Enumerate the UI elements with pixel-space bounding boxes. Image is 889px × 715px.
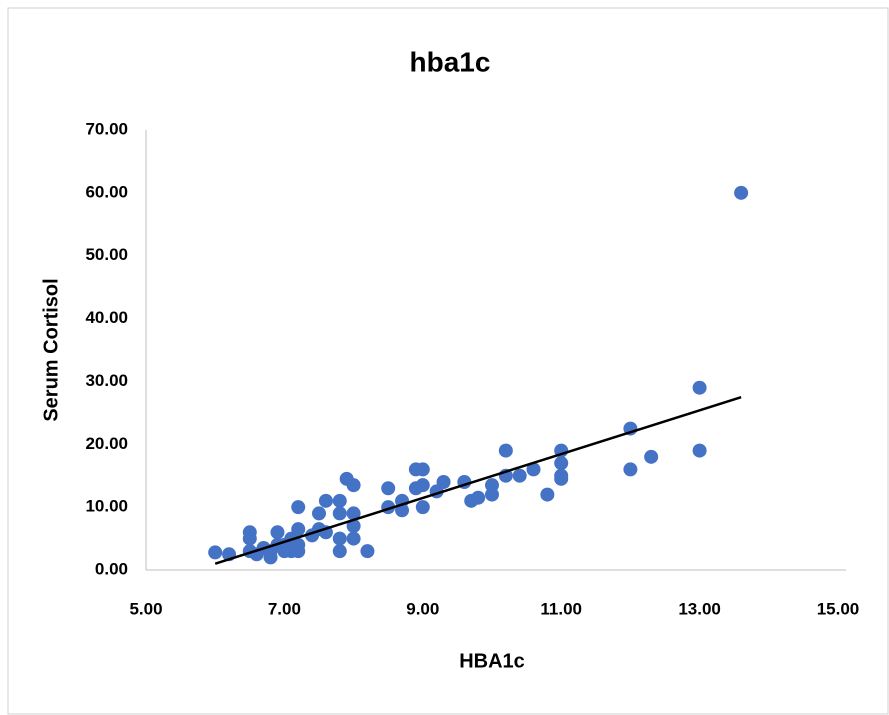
scatter-point bbox=[512, 468, 527, 483]
y-tick-label: 10.00 bbox=[85, 497, 128, 516]
scatter-point bbox=[471, 490, 486, 505]
scatter-point bbox=[692, 380, 707, 395]
chart-title: hba1c bbox=[410, 46, 491, 77]
scatter-point bbox=[346, 519, 361, 533]
scatter-point bbox=[692, 443, 707, 458]
x-tick-label: 7.00 bbox=[268, 599, 301, 618]
scatter-point bbox=[554, 456, 569, 471]
scatter-point bbox=[734, 185, 749, 200]
scatter-point bbox=[291, 544, 306, 559]
scatter-point bbox=[540, 487, 555, 502]
scatter-point bbox=[415, 500, 430, 515]
y-tick-label: 50.00 bbox=[85, 245, 128, 264]
scatter-point bbox=[346, 531, 361, 546]
scatter-point bbox=[360, 544, 375, 559]
scatter-point bbox=[291, 522, 306, 537]
scatter-point bbox=[381, 481, 396, 496]
x-tick-label: 13.00 bbox=[678, 599, 721, 618]
scatter-point bbox=[415, 462, 430, 477]
y-tick-label: 30.00 bbox=[85, 371, 128, 390]
y-axis-label: Serum Cortisol bbox=[40, 278, 62, 421]
scatter-point bbox=[291, 500, 306, 515]
scatter-point bbox=[498, 443, 513, 458]
y-tick-label: 60.00 bbox=[85, 182, 128, 201]
scatter-point bbox=[332, 544, 347, 559]
x-tick-label: 15.00 bbox=[817, 599, 860, 618]
x-axis-label: HBA1c bbox=[459, 650, 525, 672]
y-tick-label: 20.00 bbox=[85, 434, 128, 453]
x-tick-label: 5.00 bbox=[129, 599, 162, 618]
scatter-point bbox=[346, 506, 361, 521]
scatter-point bbox=[332, 493, 347, 508]
y-tick-label: 70.00 bbox=[85, 119, 128, 138]
scatter-point bbox=[318, 493, 333, 508]
scatter-point bbox=[346, 478, 361, 493]
chart-frame bbox=[7, 7, 889, 715]
x-tick-label: 11.00 bbox=[540, 599, 582, 618]
scatter-point bbox=[270, 525, 285, 540]
scatter-point bbox=[526, 462, 541, 477]
scatter-point bbox=[332, 531, 347, 546]
scatter-point bbox=[623, 462, 638, 477]
scatter-point bbox=[436, 475, 451, 489]
y-tick-label: 40.00 bbox=[85, 308, 128, 327]
scatter-point bbox=[554, 471, 569, 486]
x-tick-label: 9.00 bbox=[406, 599, 439, 618]
y-tick-label: 0.00 bbox=[95, 559, 128, 578]
scatter-point bbox=[415, 478, 430, 493]
scatter-point bbox=[312, 506, 326, 521]
scatter-point bbox=[208, 545, 223, 560]
scatter-point bbox=[644, 449, 659, 464]
scatter-point bbox=[332, 506, 347, 521]
trendline bbox=[214, 395, 742, 565]
scatter-point bbox=[485, 478, 499, 493]
scatter-point bbox=[242, 531, 257, 546]
